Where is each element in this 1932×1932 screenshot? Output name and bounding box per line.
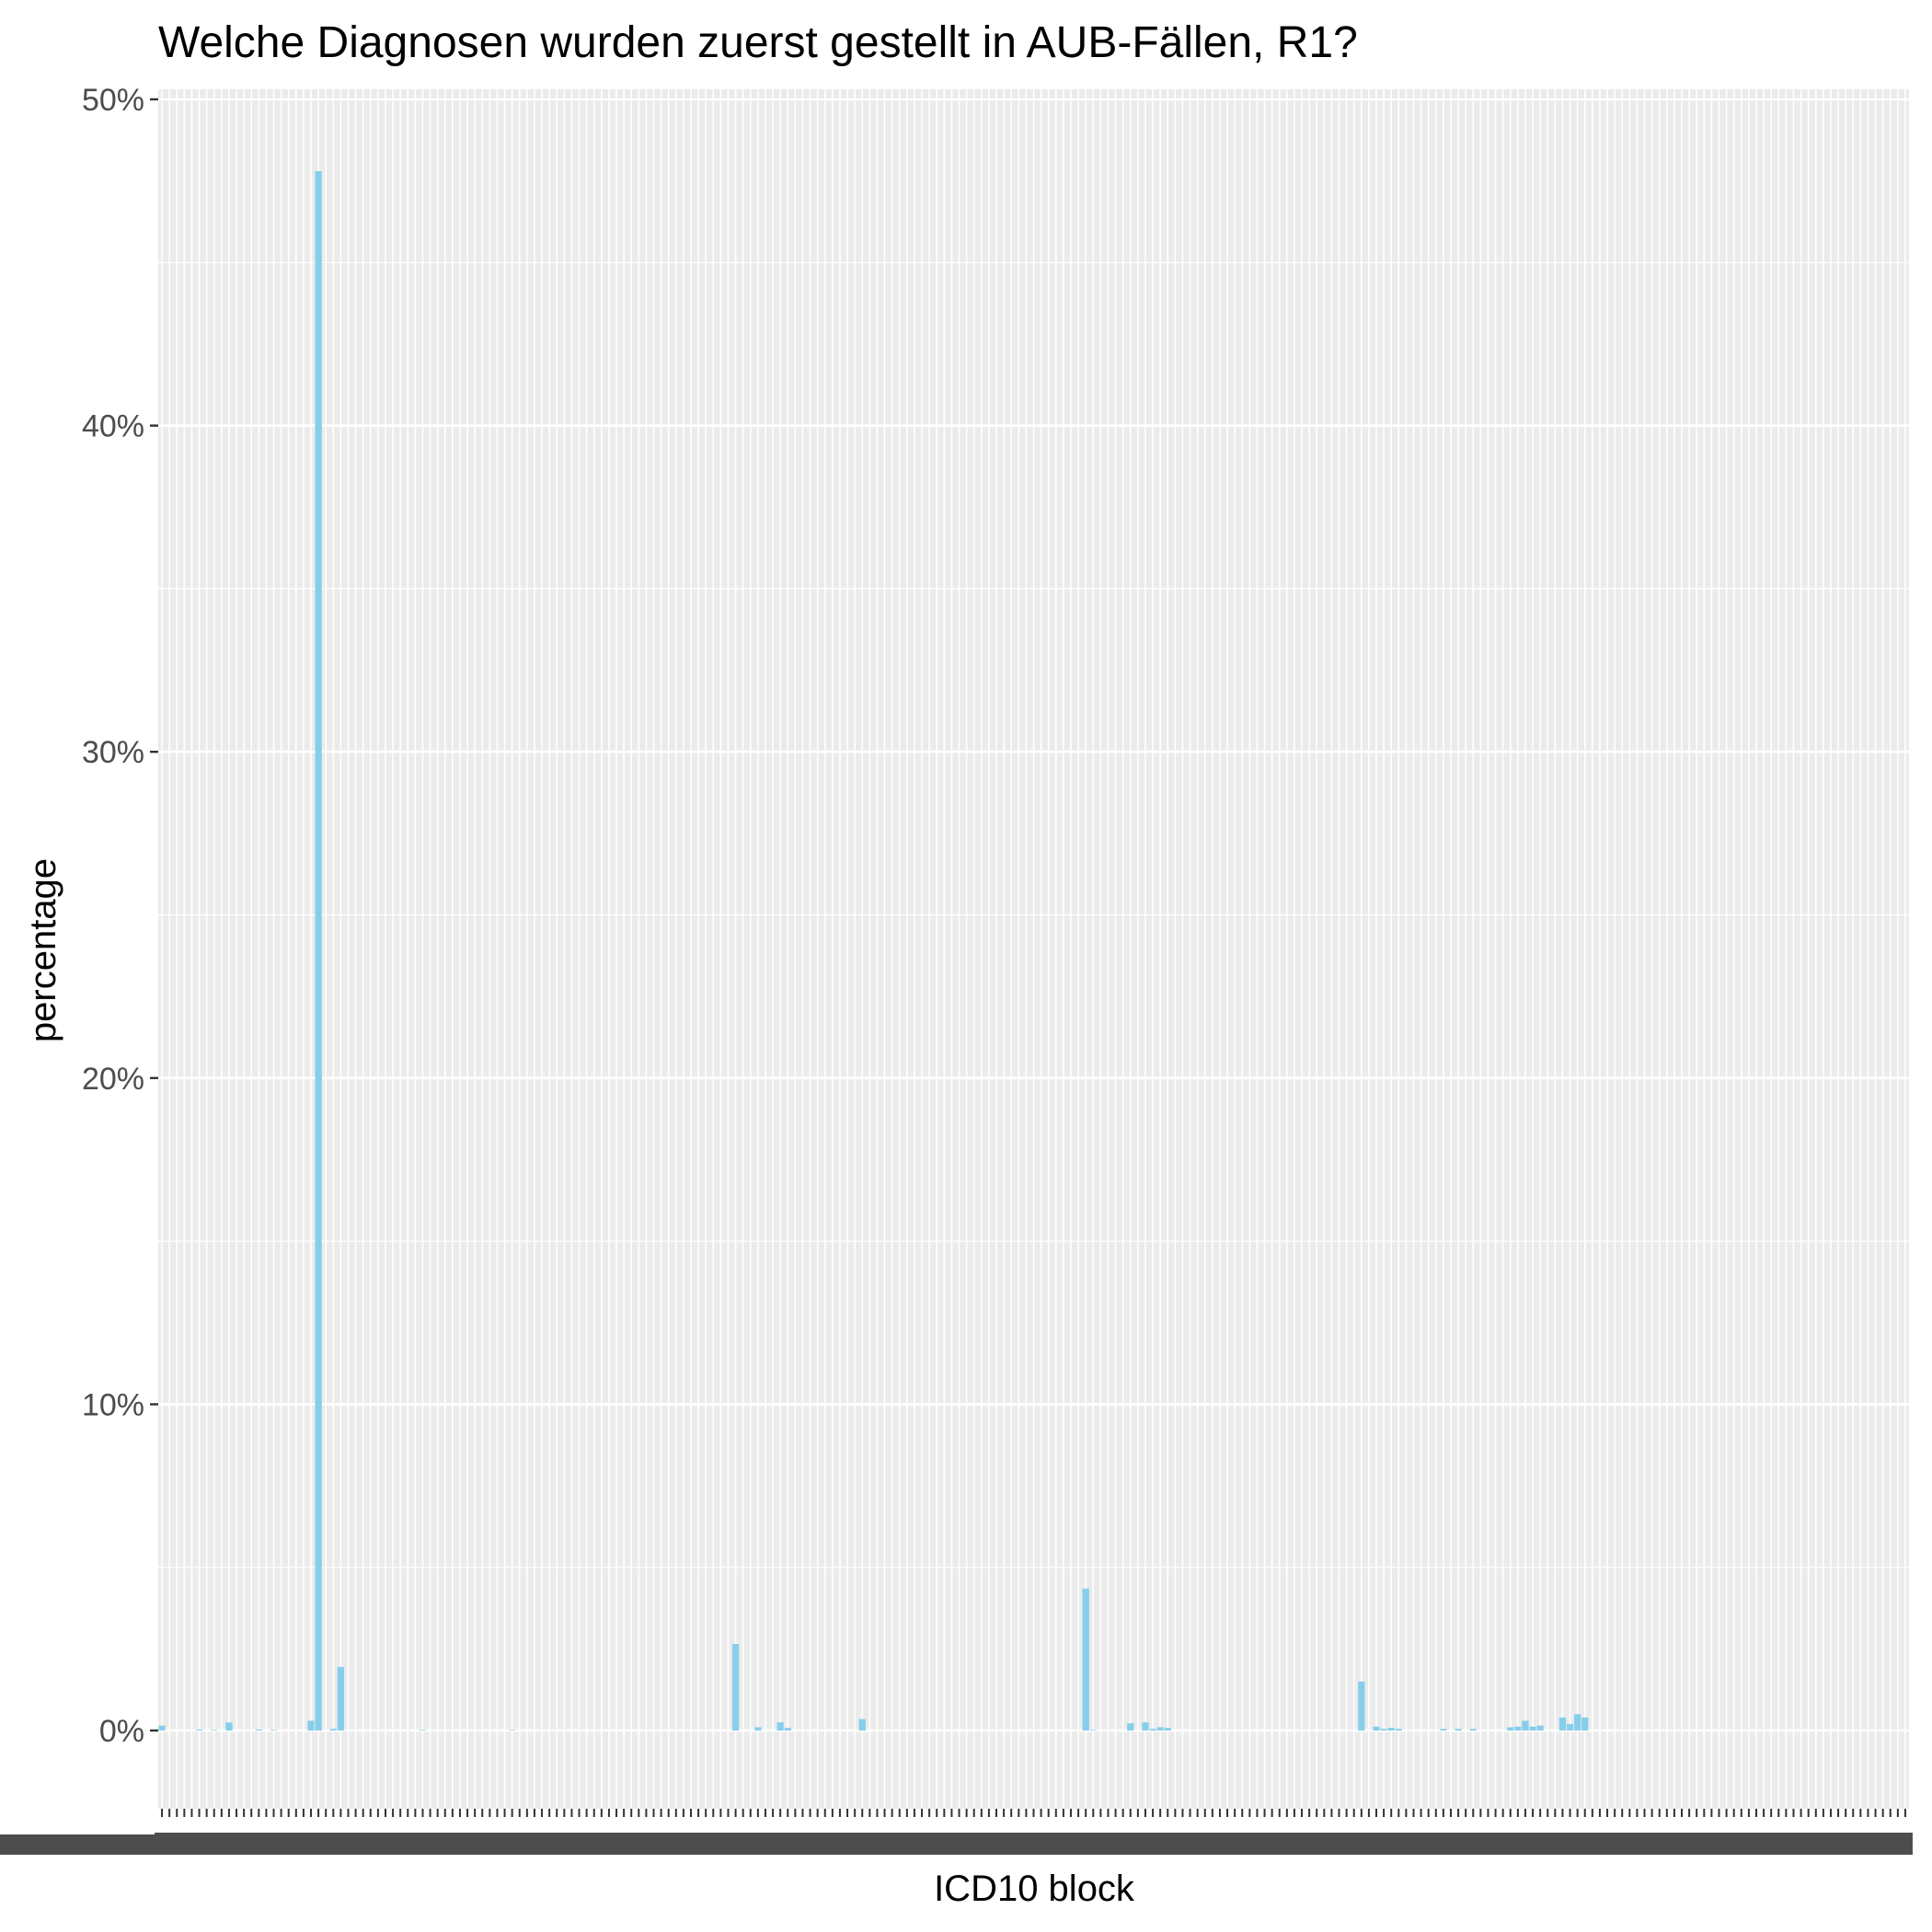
chart-title: Welche Diagnosen wurden zuerst gestellt …	[158, 18, 1358, 67]
x-axis-title: ICD10 block	[934, 1869, 1135, 1909]
bar	[315, 171, 322, 1731]
bar	[1149, 1729, 1156, 1731]
bar	[225, 1722, 233, 1731]
bar	[1529, 1726, 1536, 1731]
bar	[211, 1730, 218, 1731]
bar	[158, 1725, 166, 1731]
bar	[784, 1728, 791, 1731]
bar	[1558, 1717, 1567, 1731]
bar	[776, 1722, 784, 1731]
y-tick-label: 50%	[82, 83, 144, 118]
bar	[1522, 1720, 1529, 1731]
y-tick-label: 30%	[82, 735, 144, 770]
bar	[1455, 1729, 1462, 1731]
y-tick-label: 40%	[82, 409, 144, 444]
bar	[1581, 1717, 1589, 1731]
x-tick-label	[1897, 1833, 1913, 1855]
bar	[1566, 1723, 1574, 1731]
bar	[337, 1666, 345, 1731]
bar	[329, 1729, 337, 1731]
bar	[1142, 1722, 1149, 1731]
bar	[1127, 1723, 1134, 1731]
bar	[1089, 1730, 1097, 1731]
bar	[1507, 1727, 1514, 1731]
bar	[1536, 1725, 1544, 1731]
bar	[1395, 1729, 1402, 1731]
bar	[419, 1730, 427, 1731]
bar	[307, 1720, 315, 1731]
bar	[1156, 1727, 1164, 1731]
bar	[731, 1644, 740, 1731]
bar	[1440, 1729, 1447, 1731]
bar	[270, 1730, 278, 1731]
bar	[1164, 1728, 1171, 1731]
y-tick-label: 0%	[99, 1714, 144, 1749]
bar	[1358, 1681, 1365, 1731]
bar	[195, 1729, 203, 1731]
bar	[509, 1730, 516, 1731]
bar	[754, 1727, 762, 1731]
y-tick-label: 10%	[82, 1387, 144, 1422]
bar	[1387, 1728, 1395, 1731]
bar	[1469, 1729, 1477, 1731]
bar	[1514, 1726, 1522, 1731]
bar	[1574, 1714, 1581, 1731]
bar	[1373, 1726, 1380, 1731]
y-axis-title: percentage	[23, 858, 63, 1042]
bar	[255, 1729, 262, 1731]
bar	[858, 1719, 866, 1731]
x-tick-label	[0, 1834, 158, 1855]
bar	[1380, 1729, 1387, 1731]
bar	[1082, 1588, 1089, 1731]
y-tick-label: 20%	[82, 1062, 144, 1097]
